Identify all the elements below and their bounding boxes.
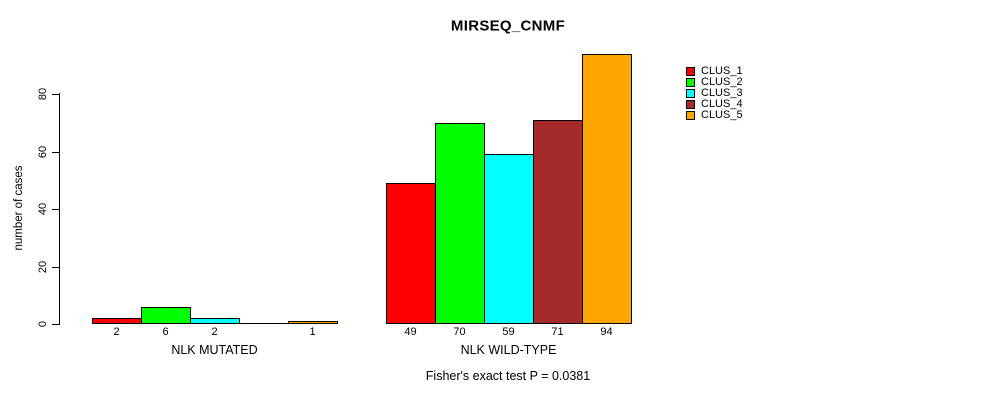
bar-CLUS_2-nlk-mutated <box>141 307 191 324</box>
legend-swatch-CLUS_1 <box>686 66 695 76</box>
bar-value-label: 2 <box>211 326 218 338</box>
y-axis-tick-label: 80 <box>37 87 49 101</box>
bar-CLUS_4-nlk-mutated <box>239 323 289 324</box>
bar-CLUS_3-nlk-mutated <box>190 318 240 324</box>
bar-value-label: 6 <box>162 326 169 338</box>
bar-value-label: 94 <box>600 326 613 338</box>
bar-value-label: 1 <box>309 326 316 338</box>
legend-label-CLUS_5: CLUS_5 <box>701 109 743 122</box>
legend-swatch-CLUS_4 <box>686 99 695 109</box>
bar-CLUS_5-nlk-mutated <box>288 321 338 324</box>
legend-label-CLUS_3: CLUS_3 <box>701 87 743 100</box>
bar-CLUS_2-nlk-wild-type <box>435 123 485 324</box>
legend-swatch-CLUS_2 <box>686 77 695 87</box>
category-label-nlk-mutated: NLK MUTATED <box>171 343 258 357</box>
y-axis-tick <box>52 324 59 325</box>
category-label-nlk-wild-type: NLK WILD-TYPE <box>460 343 557 357</box>
y-axis-title: number of cases <box>13 165 25 251</box>
y-axis-tick <box>52 152 59 153</box>
y-axis-tick <box>52 267 59 268</box>
legend-label-CLUS_1: CLUS_1 <box>701 65 743 77</box>
bar-value-label: 70 <box>453 326 466 338</box>
y-axis-tick-label: 0 <box>37 320 49 328</box>
chart-title: MIRSEQ_CNMF <box>450 17 566 35</box>
y-axis-tick-label: 20 <box>37 260 49 274</box>
legend-swatch-CLUS_3 <box>686 88 695 98</box>
bar-value-label: 49 <box>404 326 417 338</box>
legend-label-CLUS_4: CLUS_4 <box>701 98 743 111</box>
bar-value-label: 71 <box>551 326 564 338</box>
bar-CLUS_1-nlk-wild-type <box>386 183 436 324</box>
legend-swatch-CLUS_5 <box>686 110 695 120</box>
bar-CLUS_1-nlk-mutated <box>92 318 142 324</box>
legend-label-CLUS_2: CLUS_2 <box>701 76 743 89</box>
bar-value-label: 59 <box>502 326 515 338</box>
y-axis-tick <box>52 94 59 95</box>
y-axis-tick <box>52 209 59 210</box>
y-axis-line <box>59 93 60 325</box>
y-axis-tick-label: 40 <box>37 202 49 216</box>
fisher-test-annotation: Fisher's exact test P = 0.0381 <box>425 369 591 383</box>
bar-value-label: 2 <box>113 326 120 338</box>
bar-CLUS_3-nlk-wild-type <box>484 154 534 324</box>
y-axis-tick-label: 60 <box>37 145 49 159</box>
bar-CLUS_5-nlk-wild-type <box>582 54 632 324</box>
bar-CLUS_4-nlk-wild-type <box>533 120 583 324</box>
